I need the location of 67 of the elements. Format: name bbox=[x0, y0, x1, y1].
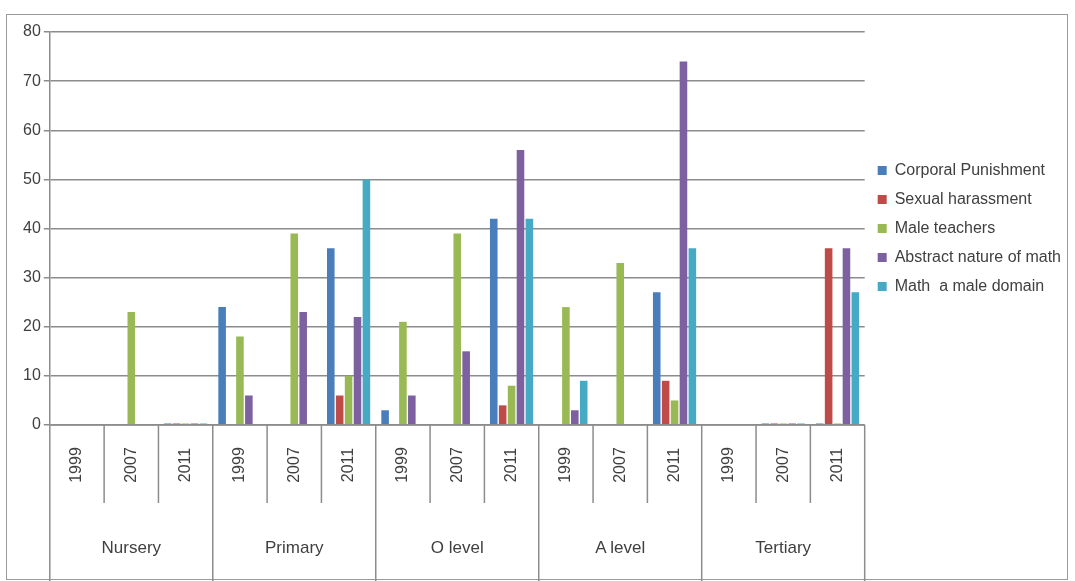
bar bbox=[381, 410, 389, 425]
bar bbox=[362, 179, 371, 425]
text: O level bbox=[430, 537, 484, 557]
bar bbox=[290, 233, 299, 425]
bar bbox=[326, 248, 335, 425]
bar bbox=[824, 248, 833, 425]
bar bbox=[408, 395, 416, 425]
x-tick-label: 2011 bbox=[664, 447, 682, 483]
bar bbox=[525, 218, 534, 425]
bar bbox=[335, 395, 344, 425]
bar bbox=[670, 400, 679, 425]
x-tick-label: 1999 bbox=[230, 447, 248, 483]
x-tick-label: 1999 bbox=[67, 447, 85, 483]
bar bbox=[842, 248, 851, 425]
x-tick-label: 2007 bbox=[773, 447, 791, 483]
bar bbox=[562, 307, 570, 425]
legend-label: Male teachers bbox=[894, 218, 996, 236]
bar bbox=[299, 312, 307, 425]
y-tick-label: 60 bbox=[23, 120, 41, 138]
bar bbox=[236, 336, 244, 425]
bar bbox=[571, 410, 579, 425]
x-tick-label: 2007 bbox=[447, 447, 465, 483]
y-tick-label: 20 bbox=[23, 317, 41, 335]
y-tick-label: 40 bbox=[23, 218, 41, 236]
bar bbox=[679, 61, 688, 425]
bar bbox=[399, 321, 407, 425]
x-tick-label: 2011 bbox=[827, 447, 845, 483]
x-tick-label: 2007 bbox=[610, 447, 628, 483]
bar bbox=[498, 405, 507, 425]
x-tick-label: 2011 bbox=[176, 447, 194, 483]
y-tick-label: 30 bbox=[23, 268, 41, 286]
x-tick-label: 2007 bbox=[121, 447, 139, 483]
bar bbox=[353, 316, 362, 425]
bar bbox=[516, 149, 525, 425]
bar bbox=[127, 312, 136, 425]
x-tick-label: 1999 bbox=[556, 447, 574, 483]
y-tick-label: 0 bbox=[31, 415, 41, 433]
legend-label: Math a male domain bbox=[894, 276, 1045, 294]
bar bbox=[245, 395, 253, 425]
legend-label: Corporal Punishment bbox=[894, 160, 1046, 178]
bar bbox=[661, 380, 670, 425]
text: A level bbox=[595, 537, 646, 557]
bar bbox=[453, 233, 462, 425]
bar bbox=[616, 262, 625, 425]
bar bbox=[489, 218, 498, 425]
text: Primary bbox=[264, 537, 325, 557]
bar bbox=[579, 380, 588, 425]
text: Tertiary bbox=[755, 537, 812, 557]
x-tick-label: 2007 bbox=[284, 447, 302, 483]
bar bbox=[344, 375, 353, 425]
bar bbox=[507, 385, 516, 425]
bar bbox=[652, 292, 661, 425]
x-tick-label: 1999 bbox=[393, 447, 411, 483]
bar bbox=[218, 307, 226, 425]
x-tick-label: 2011 bbox=[501, 447, 519, 483]
y-tick-label: 70 bbox=[23, 71, 41, 89]
text: Nursery bbox=[101, 537, 162, 557]
legend-label: Sexual harassment bbox=[894, 189, 1033, 207]
legend-label: Abstract nature of math bbox=[894, 247, 1062, 265]
x-tick-label: 2011 bbox=[339, 447, 356, 483]
bar bbox=[688, 248, 697, 425]
bar bbox=[851, 292, 860, 425]
bar bbox=[462, 351, 470, 425]
y-tick-label: 80 bbox=[23, 22, 41, 40]
y-tick-label: 10 bbox=[23, 366, 41, 384]
x-tick-label: 1999 bbox=[719, 447, 737, 483]
y-tick-label: 50 bbox=[23, 169, 41, 187]
